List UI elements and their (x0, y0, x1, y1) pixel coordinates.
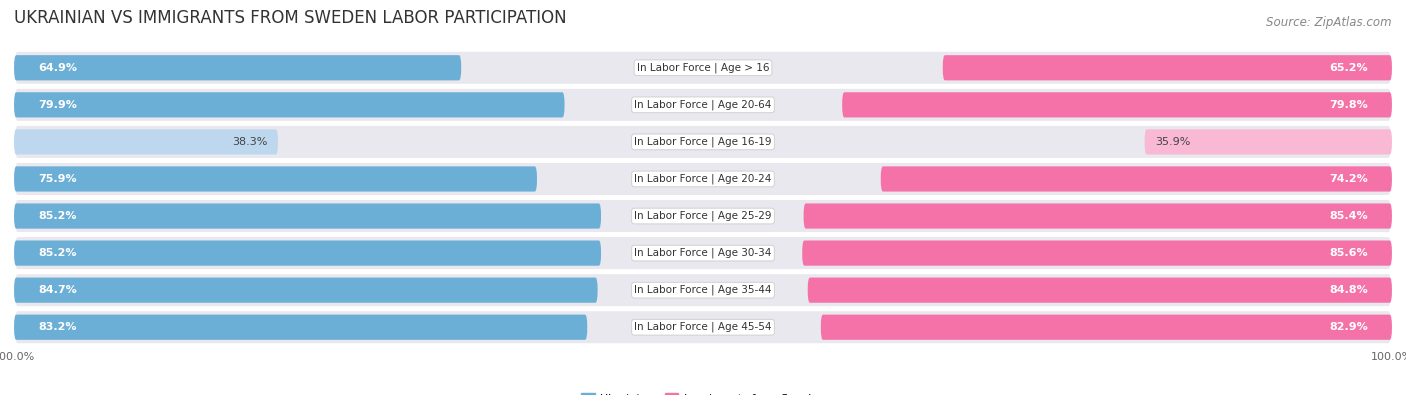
Text: 82.9%: 82.9% (1329, 322, 1368, 332)
FancyBboxPatch shape (14, 310, 1392, 344)
FancyBboxPatch shape (14, 166, 537, 192)
Text: 65.2%: 65.2% (1329, 63, 1368, 73)
FancyBboxPatch shape (1144, 129, 1392, 154)
FancyBboxPatch shape (14, 51, 1392, 85)
FancyBboxPatch shape (880, 166, 1392, 192)
FancyBboxPatch shape (14, 241, 600, 266)
Text: In Labor Force | Age > 16: In Labor Force | Age > 16 (637, 62, 769, 73)
FancyBboxPatch shape (943, 55, 1392, 81)
Text: 85.2%: 85.2% (38, 248, 77, 258)
FancyBboxPatch shape (14, 203, 600, 229)
FancyBboxPatch shape (14, 92, 565, 117)
FancyBboxPatch shape (14, 199, 1392, 233)
FancyBboxPatch shape (14, 273, 1392, 307)
Text: 83.2%: 83.2% (38, 322, 77, 332)
Text: In Labor Force | Age 25-29: In Labor Force | Age 25-29 (634, 211, 772, 221)
FancyBboxPatch shape (14, 55, 461, 81)
FancyBboxPatch shape (804, 203, 1392, 229)
Legend: Ukrainian, Immigrants from Sweden: Ukrainian, Immigrants from Sweden (576, 389, 830, 395)
Text: Source: ZipAtlas.com: Source: ZipAtlas.com (1267, 16, 1392, 29)
Text: In Labor Force | Age 30-34: In Labor Force | Age 30-34 (634, 248, 772, 258)
Text: UKRAINIAN VS IMMIGRANTS FROM SWEDEN LABOR PARTICIPATION: UKRAINIAN VS IMMIGRANTS FROM SWEDEN LABO… (14, 9, 567, 27)
Text: 84.7%: 84.7% (38, 285, 77, 295)
Text: In Labor Force | Age 16-19: In Labor Force | Age 16-19 (634, 137, 772, 147)
Text: 35.9%: 35.9% (1154, 137, 1191, 147)
Text: 85.6%: 85.6% (1329, 248, 1368, 258)
FancyBboxPatch shape (14, 236, 1392, 270)
Text: 84.8%: 84.8% (1329, 285, 1368, 295)
FancyBboxPatch shape (807, 278, 1392, 303)
FancyBboxPatch shape (14, 129, 278, 154)
FancyBboxPatch shape (14, 162, 1392, 196)
Text: 74.2%: 74.2% (1329, 174, 1368, 184)
Text: 79.9%: 79.9% (38, 100, 77, 110)
FancyBboxPatch shape (14, 278, 598, 303)
Text: 85.2%: 85.2% (38, 211, 77, 221)
Text: In Labor Force | Age 20-24: In Labor Force | Age 20-24 (634, 174, 772, 184)
FancyBboxPatch shape (803, 241, 1392, 266)
Text: 79.8%: 79.8% (1329, 100, 1368, 110)
FancyBboxPatch shape (14, 125, 1392, 159)
Text: 85.4%: 85.4% (1329, 211, 1368, 221)
Text: 64.9%: 64.9% (38, 63, 77, 73)
Text: In Labor Force | Age 20-64: In Labor Force | Age 20-64 (634, 100, 772, 110)
FancyBboxPatch shape (14, 314, 588, 340)
Text: 75.9%: 75.9% (38, 174, 77, 184)
Text: In Labor Force | Age 35-44: In Labor Force | Age 35-44 (634, 285, 772, 295)
FancyBboxPatch shape (842, 92, 1392, 117)
FancyBboxPatch shape (821, 314, 1392, 340)
Text: In Labor Force | Age 45-54: In Labor Force | Age 45-54 (634, 322, 772, 333)
Text: 38.3%: 38.3% (232, 137, 267, 147)
FancyBboxPatch shape (14, 88, 1392, 122)
